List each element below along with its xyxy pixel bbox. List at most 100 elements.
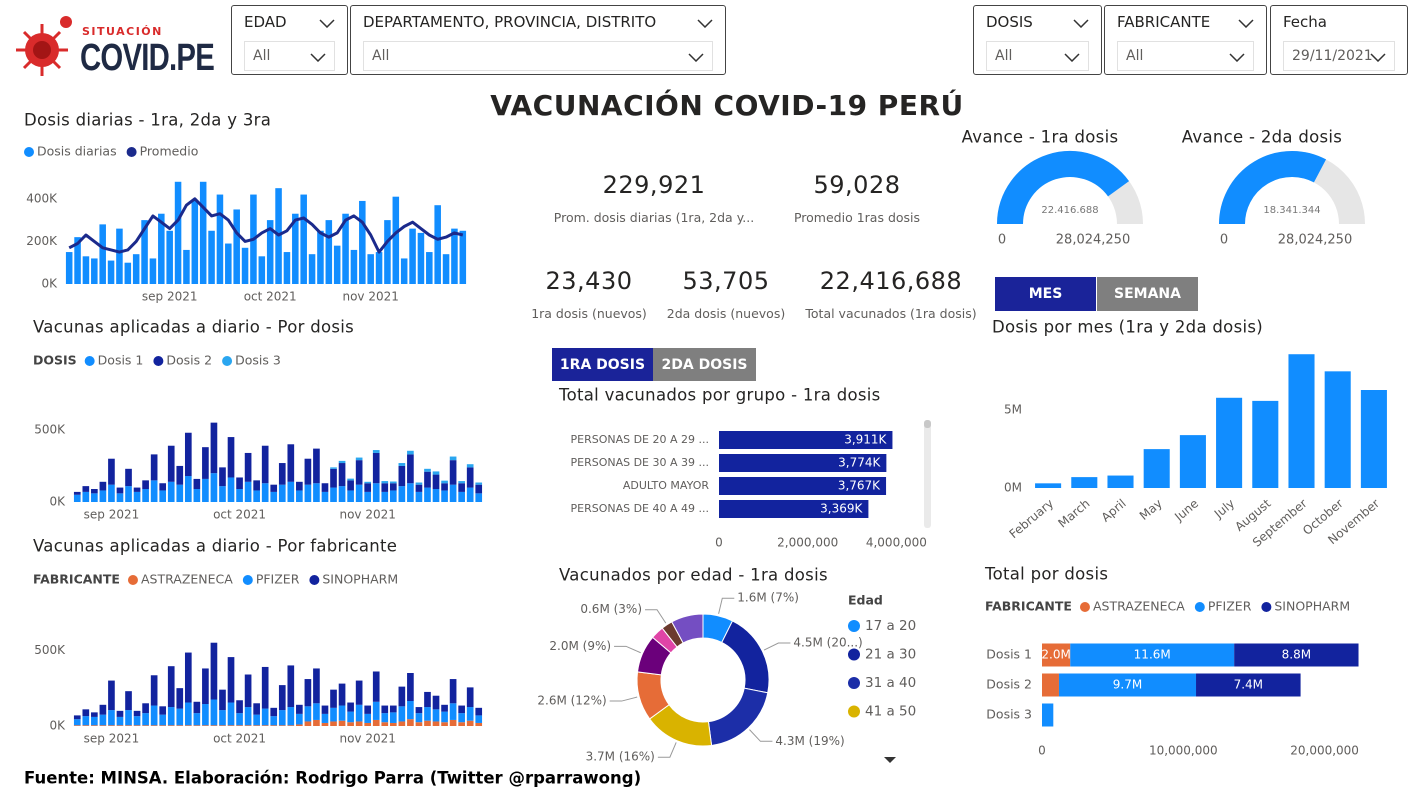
filter-value[interactable]: 29/11/2021 (1283, 41, 1395, 71)
chevron[interactable] (319, 18, 335, 28)
bar (321, 491, 329, 502)
bar (184, 476, 192, 502)
legend-scroll-arrow[interactable] (884, 757, 896, 763)
bar (116, 493, 124, 502)
bar (270, 484, 278, 492)
filter[interactable]: Fecha 29/11/2021 (1270, 5, 1408, 75)
bar (1058, 673, 1197, 697)
filter[interactable]: DEPARTAMENTO, PROVINCIA, DISTRITO All (350, 5, 726, 75)
bar (73, 715, 81, 720)
bar (1234, 643, 1359, 667)
filter[interactable]: DOSIS All (973, 5, 1102, 75)
bar (202, 447, 209, 479)
toggle-button[interactable]: SEMANA (1097, 277, 1198, 311)
scroll-thumb[interactable] (924, 420, 931, 428)
scrollbar[interactable] (924, 420, 931, 528)
filter-value[interactable]: All (1117, 41, 1254, 71)
legend-label: 17 a 20 (865, 618, 916, 634)
bar (183, 249, 190, 284)
bar (202, 478, 209, 502)
bar (82, 256, 90, 284)
filter[interactable]: EDAD All (231, 5, 348, 75)
chevron[interactable] (1238, 18, 1254, 28)
logo-text: COVID.PE (80, 37, 214, 79)
x-tick-label: 10,000,000 (1149, 744, 1218, 758)
leader-line (718, 597, 735, 614)
bar (219, 710, 226, 726)
chart-title: Dosis por mes (1ra y 2da dosis) (992, 318, 1263, 337)
bar (91, 712, 98, 717)
bar (389, 705, 397, 713)
filter[interactable]: FABRICANTE All (1104, 5, 1267, 75)
bar (82, 725, 90, 726)
bar (132, 254, 140, 284)
chevron[interactable] (1370, 52, 1386, 62)
bar (210, 725, 218, 726)
bar (219, 467, 226, 487)
legend-marker (309, 575, 320, 585)
filter-value[interactable]: All (986, 41, 1089, 71)
toggle-button[interactable]: 2DA DOSIS (653, 348, 756, 381)
chevron[interactable] (688, 52, 704, 62)
data-label: 4.5M (20...) (793, 636, 862, 650)
bar (347, 480, 354, 491)
bar (432, 474, 440, 490)
chevron[interactable] (1229, 52, 1245, 62)
y-tick-label: PERSONAS DE 20 A 29 ... (570, 433, 709, 446)
bar (227, 725, 235, 726)
bar (415, 713, 423, 723)
chevron[interactable] (1064, 52, 1080, 62)
bar (142, 480, 149, 490)
chevron[interactable] (1073, 18, 1089, 28)
bar (142, 725, 149, 726)
bar (125, 725, 132, 726)
bar (244, 674, 252, 708)
filter-value[interactable]: All (363, 41, 713, 71)
bar (236, 713, 243, 726)
bar (158, 213, 165, 284)
bar (167, 725, 175, 726)
legend-label: PFIZER (1208, 599, 1252, 614)
bar (150, 705, 158, 726)
bar (1196, 673, 1301, 697)
toggle-button[interactable]: MES (995, 277, 1096, 311)
kpi-value: 22,416,688 (819, 267, 963, 295)
bar (193, 489, 201, 502)
bar (133, 725, 141, 726)
bar (321, 483, 329, 492)
bar (475, 715, 483, 723)
legend-marker (848, 677, 860, 689)
bar (364, 491, 372, 502)
x-tick-label: April (1099, 496, 1129, 524)
chevron[interactable] (310, 52, 326, 62)
bar (159, 725, 167, 726)
bar (99, 481, 107, 491)
filter-value-text: 29/11/2021 (1292, 48, 1373, 64)
y-tick-label: 400K (26, 191, 58, 205)
y-tick-label: 500K (34, 422, 66, 436)
y-tick-label: Dosis 3 (986, 707, 1032, 722)
legend-marker (153, 356, 164, 366)
bar (167, 707, 175, 726)
bar (372, 450, 380, 453)
bar (449, 703, 457, 720)
toggle-button[interactable]: 1RA DOSIS (552, 348, 653, 381)
kpi-label: Total vacunados (1ra dosis) (805, 306, 977, 321)
bar (308, 254, 316, 284)
filter-value[interactable]: All (244, 41, 335, 71)
bar (719, 500, 869, 518)
bar (441, 490, 448, 502)
legend-marker (84, 356, 95, 366)
bar (74, 237, 81, 284)
donut-slice (721, 620, 770, 694)
y-tick-label: Dosis 1 (986, 647, 1032, 662)
bar (261, 725, 269, 726)
chevron[interactable] (697, 18, 713, 28)
bar (261, 708, 269, 726)
legend-label: Dosis 3 (235, 353, 281, 368)
bar (253, 480, 260, 491)
bar (133, 491, 141, 502)
bar (449, 719, 457, 726)
bar (313, 668, 320, 704)
